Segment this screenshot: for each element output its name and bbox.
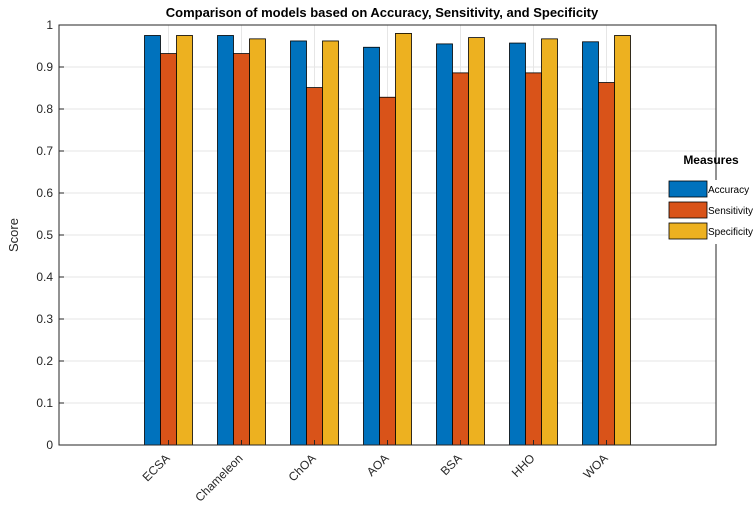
bar-specificity-choa — [322, 40, 339, 446]
y-tick-label: 0.9 — [36, 60, 53, 74]
legend: Measures Accuracy Sensitivity Specificity — [668, 153, 754, 244]
legend-title: Measures — [683, 153, 739, 167]
legend-label-sensitivity: Sensitivity — [708, 206, 753, 217]
bar-specificity-hho — [541, 38, 558, 446]
plot-area: 00.10.20.30.40.50.60.70.80.91 ECSA Chamel… — [36, 18, 717, 505]
bar-accuracy-aoa — [363, 46, 380, 446]
y-tick-label: 0.2 — [36, 354, 53, 368]
legend-swatch-specificity — [668, 222, 708, 240]
legend-swatch-accuracy — [668, 180, 708, 198]
y-tick-label: 0.6 — [36, 186, 53, 200]
bar-accuracy-hho — [509, 42, 526, 446]
bar-accuracy-ecsa — [144, 35, 161, 446]
bar-specificity-bsa — [468, 37, 485, 446]
bar-sensitivity-choa — [306, 87, 323, 446]
bars — [144, 33, 631, 446]
bar-specificity-woa — [614, 35, 631, 446]
legend-label-accuracy: Accuracy — [708, 185, 749, 196]
y-tick-label: 0.3 — [36, 312, 53, 326]
bar-accuracy-choa — [290, 40, 307, 446]
bar-specificity-ecsa — [176, 35, 193, 446]
bar-sensitivity-ecsa — [160, 53, 177, 446]
bar-sensitivity-chameleon — [233, 53, 250, 446]
y-tick-label: 0 — [46, 438, 53, 452]
y-axis-ticks: 0 0.1 0.2 0.3 0.4 0.5 0.6 0.7 0.8 0.9 1 — [36, 18, 64, 452]
bar-accuracy-chameleon — [217, 35, 234, 446]
legend-swatch-sensitivity — [668, 201, 708, 219]
bar-specificity-aoa — [395, 33, 412, 446]
bar-sensitivity-bsa — [452, 72, 469, 446]
legend-label-specificity: Specificity — [708, 227, 753, 238]
y-tick-label: 0.4 — [36, 270, 53, 284]
legend-items: Accuracy Sensitivity Specificity — [668, 180, 754, 244]
y-tick-label: 0.7 — [36, 144, 53, 158]
y-tick-label: 0.8 — [36, 102, 53, 116]
y-tick-label: 0.1 — [36, 396, 53, 410]
bar-accuracy-bsa — [436, 43, 453, 446]
bar-accuracy-woa — [582, 41, 599, 446]
bar-sensitivity-woa — [598, 82, 615, 446]
bar-sensitivity-hho — [525, 72, 542, 446]
y-axis-label: Score — [6, 218, 21, 252]
y-tick-label: 1 — [46, 18, 53, 32]
y-tick-label: 0.5 — [36, 228, 53, 242]
bar-sensitivity-aoa — [379, 96, 396, 446]
chart-title: Comparison of models based on Accuracy, … — [166, 5, 599, 20]
bar-specificity-chameleon — [249, 38, 266, 446]
